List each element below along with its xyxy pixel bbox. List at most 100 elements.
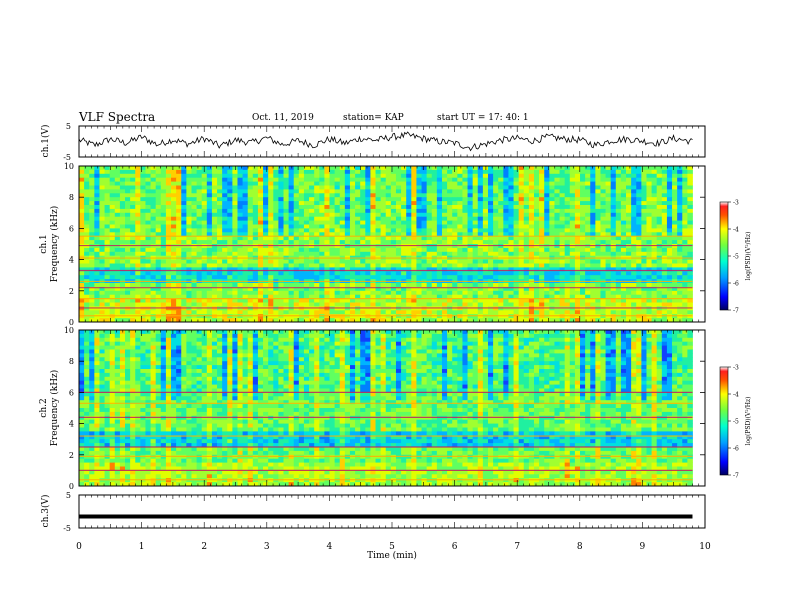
spectrogram-cell: [375, 232, 382, 237]
spectrogram-cell: [125, 247, 131, 253]
spectrogram-cell: [380, 201, 387, 206]
spectrogram-cell: [145, 286, 151, 292]
spectrogram-cell: [401, 232, 407, 237]
spectrogram-cell: [651, 216, 658, 221]
spectrogram-cell: [268, 286, 274, 292]
spectrogram-cell: [605, 177, 612, 182]
spectrogram-cell: [656, 212, 663, 218]
spectrogram-cell: [125, 240, 131, 245]
spectrogram-cell: [580, 228, 586, 233]
spectrogram-cell: [186, 205, 192, 210]
spectrogram-cell: [385, 205, 392, 210]
spectrogram-cell: [646, 294, 652, 299]
spectrogram-cell: [257, 201, 264, 206]
spectrogram-cell: [130, 220, 136, 225]
spectrogram-cell: [626, 201, 632, 206]
spectrogram-cell: [160, 185, 167, 190]
spectrogram-cell: [549, 290, 555, 296]
spectrogram-cell: [620, 259, 627, 264]
spectrogram-cell: [482, 271, 489, 276]
spectrogram-cell: [672, 330, 678, 335]
spectrogram-cell: [503, 197, 509, 202]
spectrogram-cell: [196, 333, 203, 339]
spectrogram-cell: [518, 236, 525, 241]
spectrogram-cell: [263, 286, 269, 292]
spectrogram-cell: [559, 220, 566, 225]
spectrogram-cell: [84, 302, 90, 307]
spectrogram-cell: [590, 302, 596, 307]
spectrogram-cell: [176, 185, 182, 190]
spectrogram-cell: [222, 333, 228, 339]
spectrogram-cell: [452, 318, 458, 323]
spectrogram-cell: [191, 290, 197, 296]
spectrogram-cell: [564, 283, 571, 288]
spectrogram-cell: [303, 205, 310, 210]
spectrogram-cell: [176, 271, 182, 276]
spectrogram-cell: [626, 247, 632, 253]
spectrogram-cell: [620, 232, 627, 237]
spectrogram-cell: [319, 177, 325, 182]
spectrogram-cell: [626, 298, 632, 303]
spectrogram-cell: [375, 240, 382, 245]
spectrogram-cell: [610, 216, 617, 221]
spectrogram-cell: [324, 330, 330, 335]
spectrogram-cell: [278, 208, 284, 214]
spectrogram-cell: [125, 166, 131, 171]
spectrogram-cell: [620, 205, 627, 210]
spectrogram-cell: [544, 330, 550, 335]
spectrogram-cell: [385, 166, 392, 171]
spectrogram-cell: [544, 208, 550, 214]
spectrogram-cell: [549, 220, 555, 225]
spectrogram-cell: [94, 310, 100, 315]
spectrogram-cell: [79, 166, 85, 171]
spectrogram-cell: [436, 310, 443, 315]
spectrogram-cell: [309, 240, 315, 245]
spectrogram-cell: [79, 275, 85, 280]
spectrogram-cell: [237, 259, 243, 264]
spectrogram-cell: [534, 166, 540, 171]
spectrogram-cell: [518, 232, 525, 237]
spectrogram-cell: [303, 271, 310, 276]
spectrogram-cell: [298, 212, 305, 218]
spectrogram-cell: [298, 201, 305, 206]
spectrogram-cell: [283, 330, 289, 335]
spectrogram-cell: [324, 271, 330, 276]
spectrogram-cell: [441, 294, 448, 299]
spectrogram-cell: [232, 189, 238, 194]
spectrogram-cell: [426, 173, 433, 179]
spectrogram-cell: [181, 318, 187, 323]
spectrogram-cell: [656, 318, 663, 323]
spectrogram-cell: [585, 290, 591, 296]
spectrogram-cell: [89, 263, 95, 268]
spectrogram-cell: [590, 166, 596, 171]
spectrogram-cell: [94, 201, 100, 206]
spectrogram-cell: [534, 208, 540, 214]
spectrogram-cell: [395, 216, 402, 221]
spectrogram-cell: [457, 212, 463, 218]
spectrogram-cell: [574, 177, 581, 182]
spectrogram-cell: [672, 177, 678, 182]
spectrogram-cell: [416, 193, 422, 198]
spectrogram-cell: [574, 173, 581, 179]
spectrogram-cell: [610, 228, 617, 233]
spectrogram-cell: [273, 236, 279, 241]
spectrogram-cell: [186, 310, 192, 315]
spectrogram-cell: [395, 310, 402, 315]
spectrogram-cell: [314, 201, 320, 206]
spectrogram-cell: [610, 185, 617, 190]
spectrogram-cell: [293, 216, 300, 221]
spectrogram-cell: [406, 247, 412, 253]
spectrogram-cell: [580, 251, 586, 257]
spectrogram-cell: [421, 232, 428, 237]
spectrogram-cell: [467, 197, 474, 202]
spectrogram-cell: [441, 290, 448, 296]
spectrogram-cell: [672, 298, 678, 303]
spectrogram-cell: [544, 232, 550, 237]
spectrogram-cell: [620, 240, 627, 245]
spectrogram-cell: [237, 271, 243, 276]
spectrogram-cell: [370, 220, 376, 225]
spectrogram-cell: [421, 294, 428, 299]
spectrogram-cell: [375, 197, 382, 202]
spectrogram-cell: [283, 216, 289, 221]
